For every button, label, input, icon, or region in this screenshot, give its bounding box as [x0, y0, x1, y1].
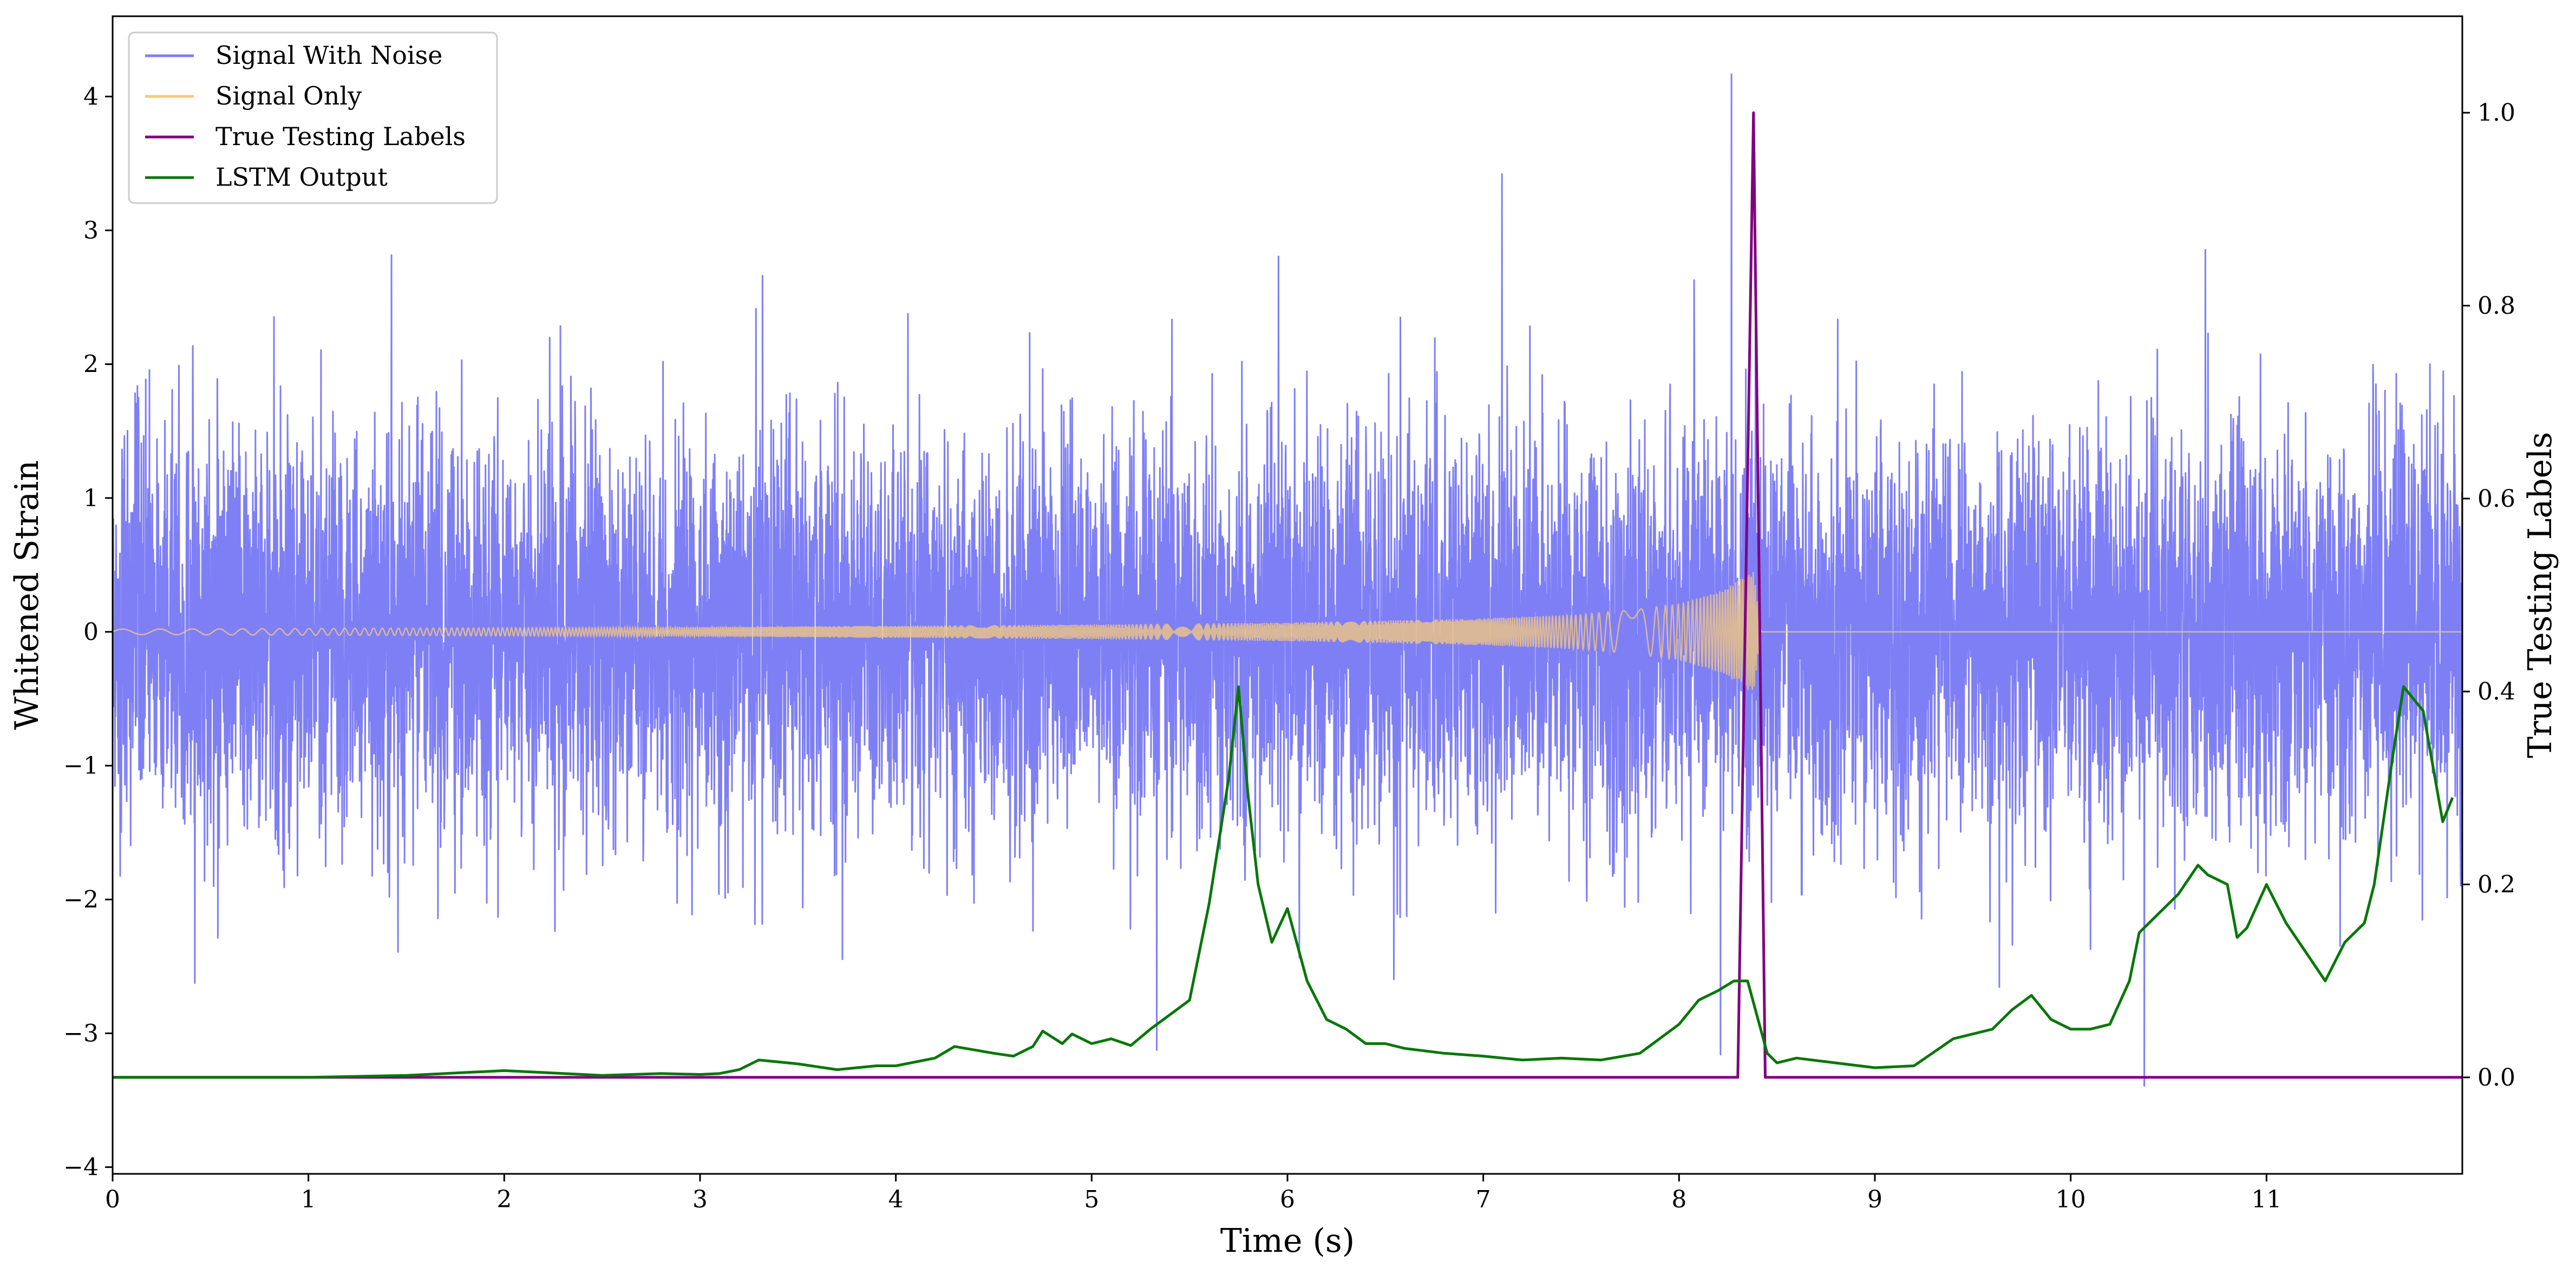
y2-tick-label: 0.0: [2477, 1064, 2515, 1092]
x-tick-label: 10: [2056, 1186, 2086, 1213]
y-tick-label: 3: [83, 217, 99, 244]
legend-box: [128, 31, 498, 204]
x-tick-label: 1: [301, 1186, 316, 1213]
x-tick-label: 2: [496, 1186, 512, 1213]
y2-tick-label: 1.0: [2477, 99, 2515, 127]
x-tick-label: 5: [1084, 1186, 1099, 1213]
plot-area: [113, 73, 2462, 1087]
y-axis: −4 −3 −2 −1 0 1 2 3 4: [63, 83, 113, 1181]
legend: Signal With Noise Signal Only True Testi…: [128, 31, 498, 204]
x-axis-label: Time (s): [1220, 1222, 1355, 1260]
y2-tick-label: 0.6: [2477, 485, 2515, 513]
x-axis: 0 1 2 3 4 5 6 7 8 9 10 11: [105, 1174, 2281, 1213]
legend-label-signal: Signal Only: [215, 81, 362, 110]
noise-line: [113, 73, 2462, 1087]
lstm-line: [113, 685, 2454, 1079]
y2-axis-label: True Testing Labels: [2521, 432, 2559, 759]
signal-line: [113, 572, 2462, 690]
y-tick-label: −4: [63, 1154, 99, 1181]
x-tick-label: 7: [1476, 1186, 1491, 1213]
y-tick-label: 2: [83, 351, 99, 378]
y-tick-label: −1: [63, 752, 99, 780]
x-tick-label: 6: [1280, 1186, 1295, 1213]
y-tick-label: 1: [83, 485, 99, 512]
x-tick-label: 11: [2251, 1186, 2281, 1213]
y2-tick-label: 0.8: [2477, 292, 2515, 320]
x-tick-label: 0: [105, 1186, 120, 1213]
labels-line: [113, 111, 2462, 1079]
y2-tick-label: 0.4: [2477, 678, 2515, 705]
legend-label-labels: True Testing Labels: [215, 122, 466, 151]
signal-series: [113, 572, 2462, 690]
x-tick-label: 3: [692, 1186, 708, 1213]
x-tick-label: 9: [1867, 1186, 1882, 1213]
y2-axis: 0.0 0.2 0.4 0.6 0.8 1.0: [2462, 99, 2515, 1092]
legend-label-noise: Signal With Noise: [215, 41, 442, 70]
lstm-series: [113, 685, 2454, 1079]
noise-series: [113, 73, 2462, 1087]
y-tick-label: 0: [83, 618, 99, 646]
y-axis-label: Whitened Strain: [8, 460, 46, 730]
y-tick-label: 4: [83, 83, 99, 110]
y-tick-label: −3: [63, 1020, 99, 1047]
y-tick-label: −2: [63, 886, 99, 913]
labels-series: [113, 111, 2462, 1079]
x-tick-label: 8: [1671, 1186, 1686, 1213]
legend-label-lstm: LSTM Output: [215, 162, 388, 192]
y2-tick-label: 0.2: [2477, 871, 2515, 899]
x-tick-label: 4: [888, 1186, 904, 1213]
